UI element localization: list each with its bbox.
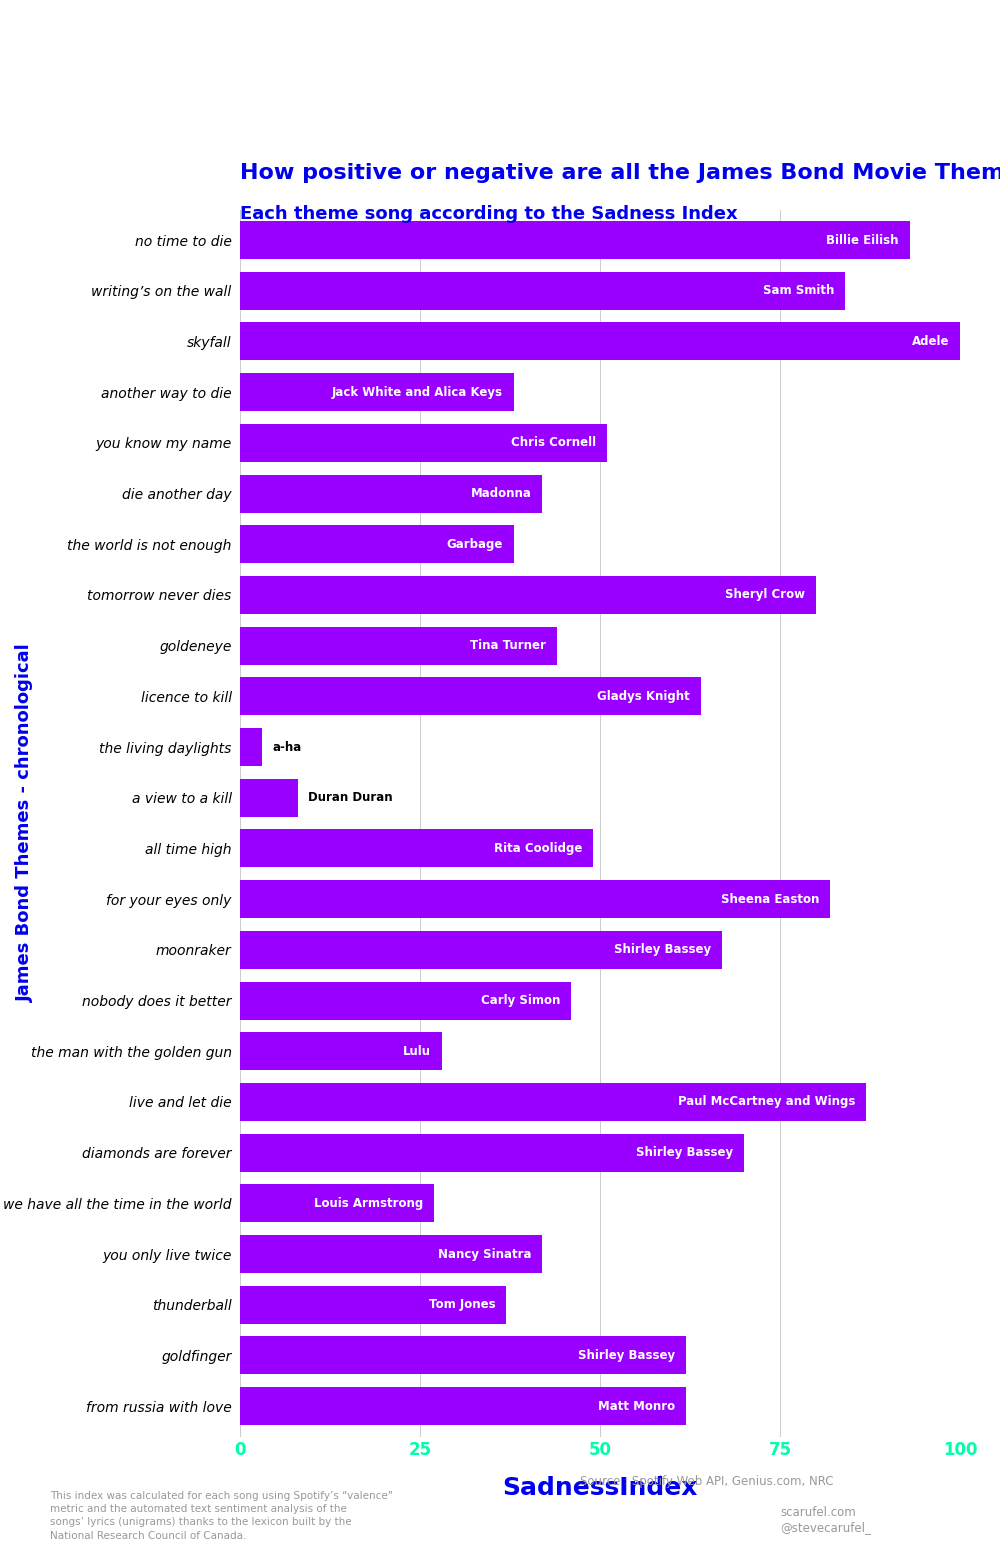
Bar [240,323,960,360]
Text: Jack White and Alica Keys: Jack White and Alica Keys [332,385,503,399]
Text: Source : Spotify Web API, Genius.com, NRC: Source : Spotify Web API, Genius.com, NR… [580,1475,834,1488]
Text: Shirley Bassey: Shirley Bassey [636,1146,733,1159]
Text: Matt Monro: Matt Monro [598,1399,676,1413]
Text: Tom Jones: Tom Jones [429,1298,496,1311]
Bar [240,677,701,716]
Text: Tina Turner: Tina Turner [470,640,546,652]
Text: Madonna: Madonna [471,488,532,500]
Text: Duran Duran: Duran Duran [308,790,393,804]
Bar [240,778,298,817]
Text: Rita Coolidge: Rita Coolidge [494,842,582,856]
Text: This index was calculated for each song using Spotify’s “valence”
metric and the: This index was calculated for each song … [50,1491,393,1541]
Text: James Bond Themes - chronological: James Bond Themes - chronological [16,643,34,1003]
Bar [240,1337,686,1374]
Bar [240,373,514,412]
Text: How positive or negative are all the James Bond Movie Themes?: How positive or negative are all the Jam… [240,163,1000,183]
Text: scarufel.com
@stevecarufel_: scarufel.com @stevecarufel_ [780,1506,871,1534]
Text: Each theme song according to the Sadness Index: Each theme song according to the Sadness… [240,205,738,224]
Text: Shirley Bassey: Shirley Bassey [578,1350,676,1362]
Text: Louis Armstrong: Louis Armstrong [314,1197,424,1210]
Bar [240,576,816,613]
Text: Nancy Sinatra: Nancy Sinatra [438,1247,532,1261]
Bar [240,728,262,766]
Bar [240,1387,686,1426]
Bar [240,424,607,461]
Text: Sheena Easton: Sheena Easton [721,893,820,905]
Text: Sam Smith: Sam Smith [763,284,834,297]
Bar [240,1033,442,1070]
Text: Chris Cornell: Chris Cornell [511,436,596,449]
Bar [240,1134,744,1171]
Bar [240,1185,434,1222]
Text: Adele: Adele [912,335,949,348]
Bar [240,829,593,868]
Text: Lulu: Lulu [403,1045,431,1058]
Text: Gladys Knight: Gladys Knight [597,690,690,704]
Text: Billie Eilish: Billie Eilish [826,233,899,247]
Text: Paul McCartney and Wings: Paul McCartney and Wings [678,1095,856,1109]
Text: a-ha: a-ha [272,741,302,753]
Bar [240,221,910,259]
Bar [240,272,845,309]
X-axis label: SadnessIndex: SadnessIndex [502,1475,698,1500]
Bar [240,475,542,512]
Text: Sheryl Crow: Sheryl Crow [725,589,805,601]
Bar [240,1286,506,1323]
Text: Shirley Bassey: Shirley Bassey [614,943,712,957]
Text: Garbage: Garbage [446,537,503,551]
Bar [240,1235,542,1273]
Bar [240,930,722,969]
Bar [240,525,514,564]
Bar [240,1082,866,1121]
Bar [240,881,830,918]
Bar [240,627,557,665]
Bar [240,981,571,1019]
Text: Carly Simon: Carly Simon [481,994,560,1006]
